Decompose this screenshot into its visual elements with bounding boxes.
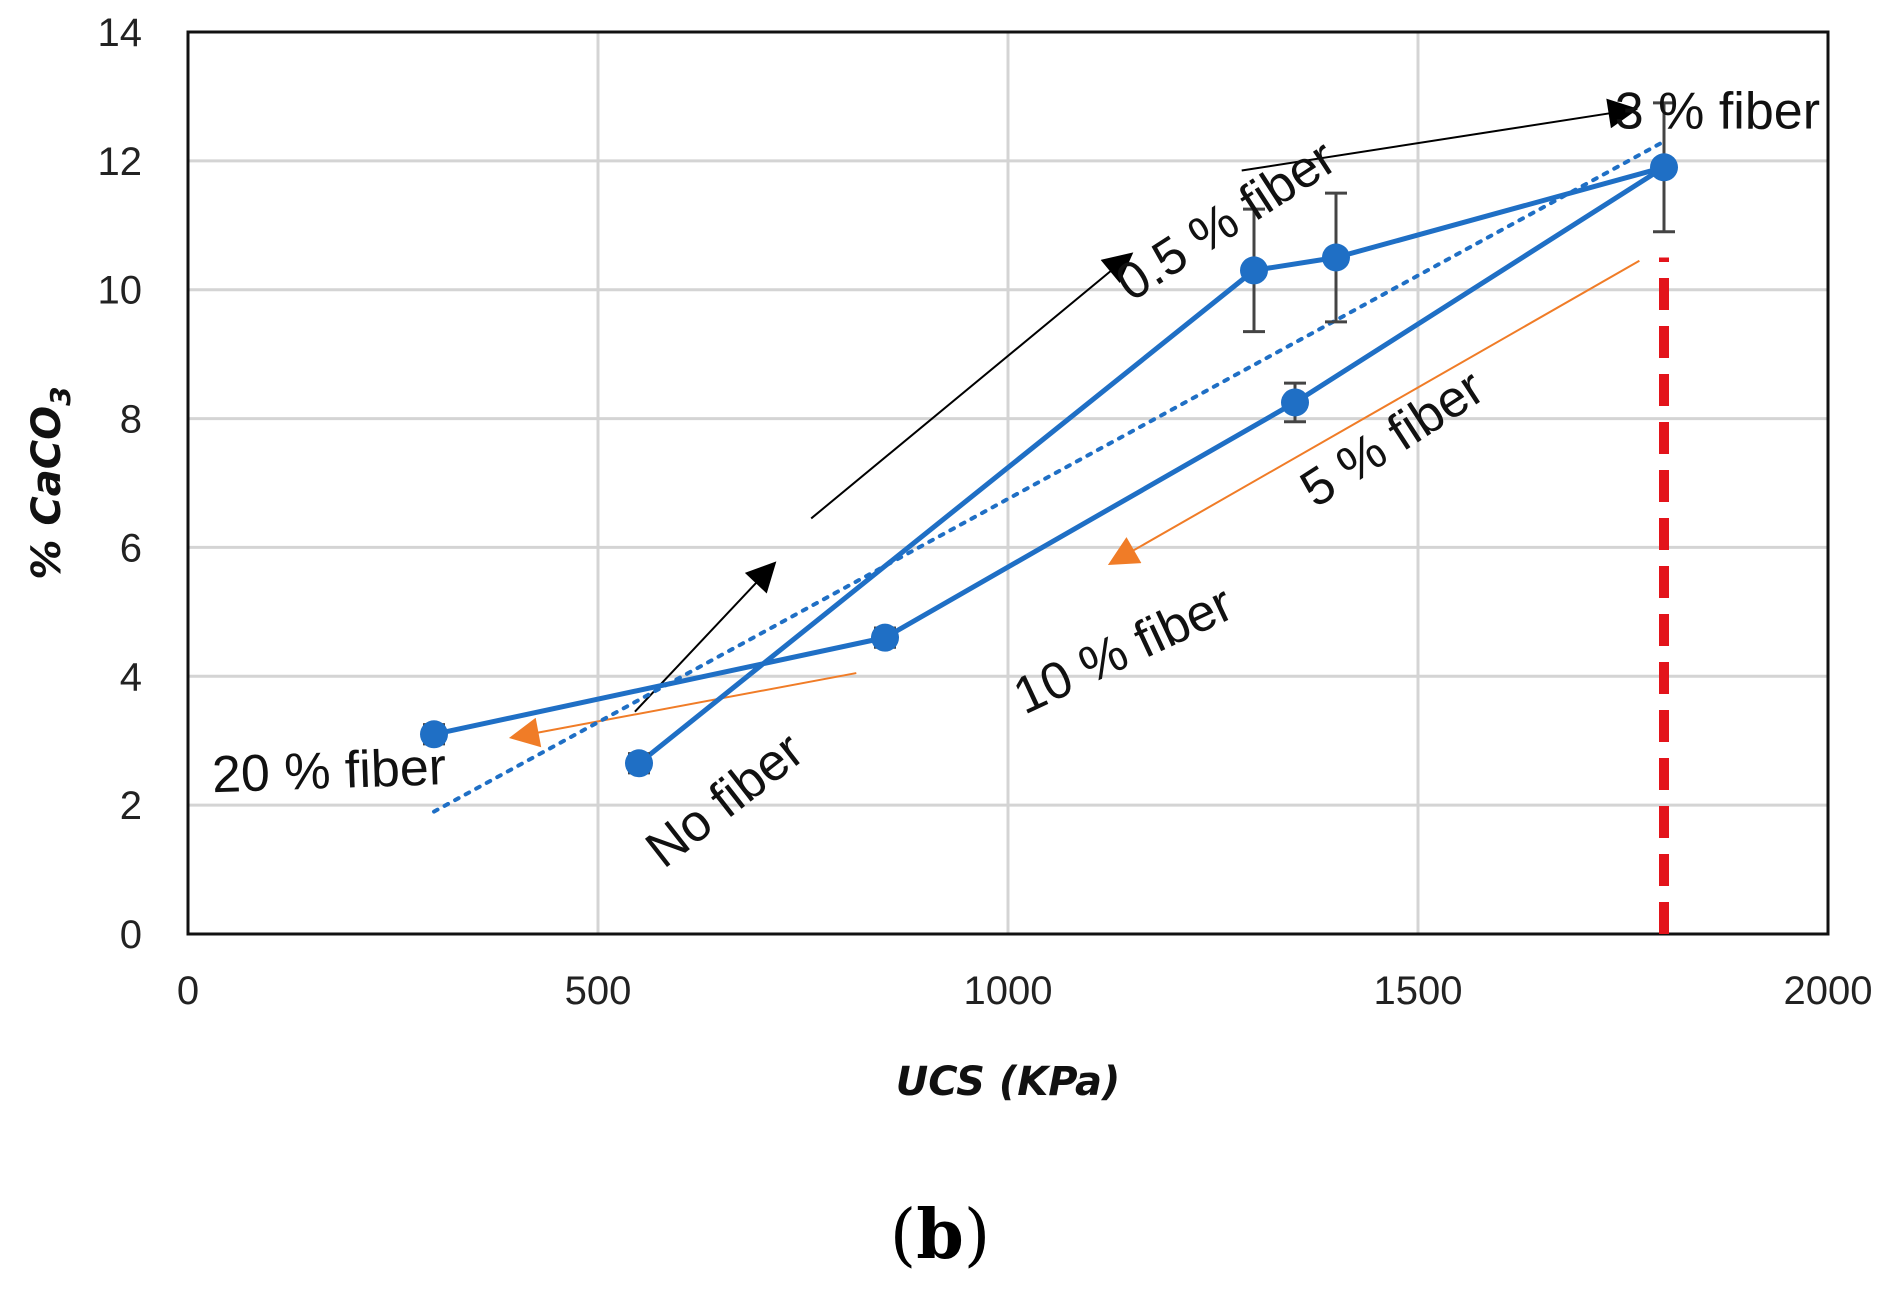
trend-arrow — [1241, 98, 1639, 172]
y-axis-title-subscript: 3 — [44, 386, 77, 405]
trend-arrows — [508, 98, 1640, 748]
series-lines — [432, 139, 1669, 934]
tick-labels: 0 500 1000 1500 2000 0 2 4 6 8 10 12 14 — [98, 11, 1873, 1013]
trend-arrow — [810, 252, 1134, 520]
y-axis-title-main: % CaCO — [24, 406, 70, 580]
x-tick-label: 1500 — [1374, 969, 1463, 1013]
y-tick-label: 8 — [120, 398, 142, 442]
x-tick-label: 0 — [177, 969, 199, 1013]
y-tick-label: 2 — [120, 784, 142, 828]
annotation-label: 0.5 % fiber — [1106, 129, 1346, 313]
data-point — [1322, 243, 1350, 272]
y-axis-title: % CaCO3 — [24, 386, 77, 579]
data-point — [871, 623, 899, 652]
annotation-label: 5 % fiber — [1290, 358, 1494, 518]
panel-label: (b) — [889, 1195, 991, 1275]
panel-label-letter: b — [916, 1195, 964, 1275]
plot-frame — [186, 30, 1830, 936]
y-tick-label: 6 — [120, 526, 142, 570]
x-axis-title: UCS (KPa) — [896, 1059, 1120, 1105]
annotation-label: 20 % fiber — [211, 738, 447, 804]
y-tick-label: 14 — [98, 11, 143, 55]
x-tick-label: 1000 — [964, 969, 1053, 1013]
y-tick-label: 12 — [98, 140, 143, 184]
trend-arrow — [508, 672, 857, 748]
annotation-label: 3 % fiber — [1615, 83, 1820, 141]
series-points — [420, 101, 1678, 778]
trend-arrow — [1107, 259, 1640, 566]
y-tick-label: 10 — [98, 269, 143, 313]
y-tick-label: 0 — [120, 913, 142, 957]
grid — [188, 32, 1828, 934]
trendline — [432, 139, 1666, 814]
data-point — [1240, 256, 1268, 285]
data-point — [1650, 153, 1678, 182]
x-tick-label: 500 — [565, 969, 632, 1013]
data-point — [1281, 388, 1309, 417]
data-point — [420, 720, 448, 749]
axes — [186, 30, 1830, 936]
y-tick-label: 4 — [120, 655, 142, 699]
x-tick-label: 2000 — [1784, 969, 1873, 1013]
data-point — [625, 749, 653, 778]
annotation-label: 10 % fiber — [1005, 574, 1242, 726]
